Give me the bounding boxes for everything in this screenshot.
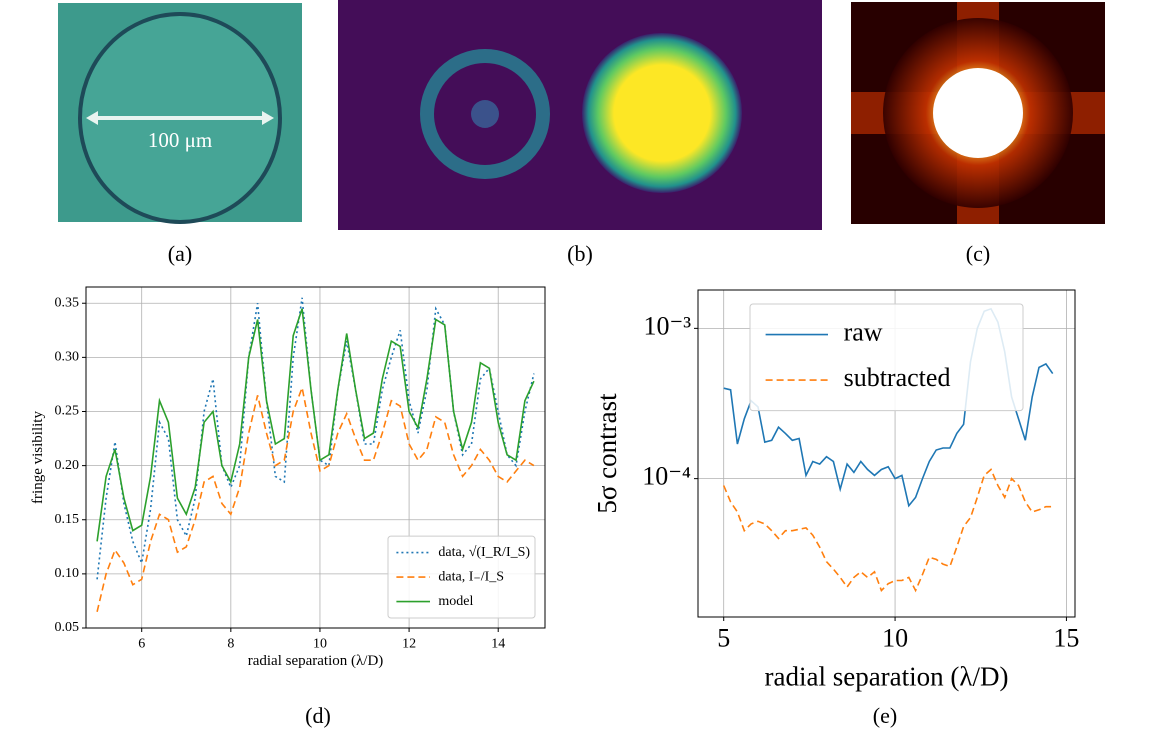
x-tick-label: 10 xyxy=(882,624,908,653)
x-tick-label: 12 xyxy=(402,637,416,652)
caption: (a) xyxy=(168,241,192,266)
x-axis-label: radial separation (λ/D) xyxy=(248,653,384,669)
panel-b: (b) xyxy=(338,0,822,266)
y-tick-label: 0.20 xyxy=(55,458,80,473)
axes-frame xyxy=(85,286,546,629)
y-tick-label: 10⁻⁴ xyxy=(642,462,691,491)
y-tick-label: 0.30 xyxy=(55,350,80,365)
y-tick-label: 0.10 xyxy=(55,566,80,581)
chart: 6 8 10 12 14 0.05 0.10 0.15 0.20 0.25 0.30 0.35 radi… xyxy=(30,286,546,669)
caption: (c) xyxy=(966,241,990,266)
caption: (b) xyxy=(567,241,593,266)
legend-box xyxy=(749,303,1024,412)
legend-box xyxy=(387,535,536,619)
scale-label: 100 μm xyxy=(148,128,212,152)
axes-frame xyxy=(697,289,1076,618)
ring-image xyxy=(420,49,550,179)
ring-center xyxy=(471,100,499,128)
x-tick-label: 15 xyxy=(1053,624,1079,653)
psf-center xyxy=(933,68,1023,158)
caption: (d) xyxy=(305,703,331,728)
legend-label: data, I₋/I_S xyxy=(438,569,504,584)
x-tick-label: 14 xyxy=(491,637,505,652)
legend-label: data, √(I_R/I_S) xyxy=(438,545,530,560)
data-line xyxy=(722,468,1053,593)
arrow-head xyxy=(262,111,274,125)
legend-label: model xyxy=(438,594,473,609)
arrow-head xyxy=(86,111,98,125)
chart: 5 10 15 10⁻⁴ 10⁻³ radial separation (λ/D) 5σ c… xyxy=(592,289,1079,692)
caption: (e) xyxy=(873,703,897,728)
legend-label: subtracted xyxy=(844,363,951,392)
legend-label: raw xyxy=(844,318,883,347)
y-tick-label: 10⁻³ xyxy=(643,311,691,340)
x-tick-label: 5 xyxy=(717,624,730,653)
panel-a: 100 μm (a) xyxy=(58,3,302,266)
y-tick-label: 0.25 xyxy=(55,404,80,419)
x-tick-label: 6 xyxy=(138,637,145,652)
y-tick-label: 0.35 xyxy=(55,295,80,310)
data-line xyxy=(96,308,535,542)
x-tick-label: 8 xyxy=(227,637,234,652)
x-axis-label: radial separation (λ/D) xyxy=(765,662,1009,692)
spot-image xyxy=(582,33,742,193)
panel-c: (c) xyxy=(851,2,1105,266)
y-tick-label: 0.05 xyxy=(55,620,80,635)
x-tick-label: 10 xyxy=(313,637,327,652)
camera-image xyxy=(338,0,822,230)
y-axis-label: 5σ contrast xyxy=(592,393,622,514)
y-tick-label: 0.15 xyxy=(55,512,80,527)
y-axis-label: fringe visibility xyxy=(30,411,46,504)
